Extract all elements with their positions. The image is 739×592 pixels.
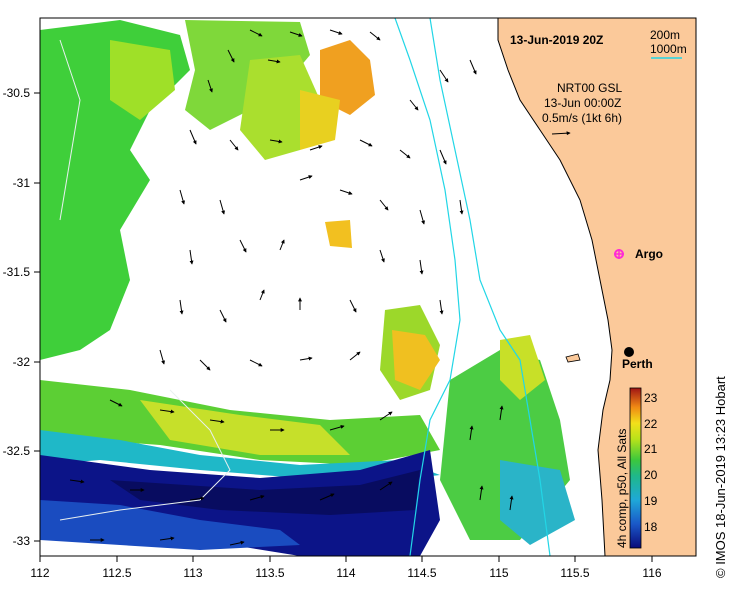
y-tick-label: -32: [13, 355, 31, 369]
colorbar-tick: 22: [644, 417, 658, 431]
sst-patch-right-yellow: [392, 330, 440, 390]
colorbar-tick: 23: [644, 391, 658, 405]
map-plot-area: Argo Perth 13-Jun-2019 20Z 200m 1000m NR…: [40, 18, 696, 556]
map-title: 13-Jun-2019 20Z: [510, 33, 603, 47]
rottnest-island: [565, 353, 581, 363]
x-tick-label: 113: [183, 566, 202, 580]
credit-text: © IMOS 18-Jun-2019 13:23 Hobart: [713, 376, 728, 578]
sst-patch-nw-yellow: [110, 40, 175, 120]
perth-label: Perth: [622, 357, 653, 371]
y-tick-label: -33: [13, 534, 31, 548]
sst-band-cyan: [40, 430, 440, 480]
x-tick-label: 115.5: [560, 566, 589, 580]
sst-patch-orange: [320, 40, 375, 115]
x-tick-label: 114: [336, 566, 355, 580]
argo-marker: [614, 249, 624, 259]
model-time: 13-Jun 00:00Z: [544, 96, 621, 110]
land-western-australia: [498, 18, 696, 556]
colorbar-tick: 21: [644, 442, 658, 456]
x-tick-label: 114.5: [407, 566, 436, 580]
y-tick-label: -31.5: [3, 265, 31, 279]
x-tick-label: 116: [642, 566, 661, 580]
arrow-scale-label: 0.5m/s (1kt 6h): [542, 111, 622, 125]
current-arrows: [69, 29, 514, 546]
isobath-200m: [429, 18, 551, 556]
model-label: NRT00 GSL: [557, 81, 622, 95]
colorbar-label: 4h comp, p50, All Sats: [615, 429, 629, 548]
perth-marker: [624, 347, 634, 357]
argo-label: Argo: [635, 247, 663, 261]
y-axis: -30.5 -31 -31.5 -32 -32.5 -33: [3, 86, 40, 548]
x-tick-label: 113.5: [255, 566, 284, 580]
arrow-scale-arrow: [551, 131, 571, 136]
x-axis: 112 112.5 113 113.5 114 114.5 115 115.5 …: [30, 556, 662, 580]
isobath-1000-label: 1000m: [650, 42, 687, 56]
x-tick-label: 112: [30, 566, 49, 580]
x-tick-label: 112.5: [102, 566, 131, 580]
colorbar: 23 22 21 20 19 18 4h comp, p50, All Sats: [615, 387, 658, 549]
y-tick-label: -32.5: [3, 444, 31, 458]
colorbar-tick: 19: [644, 494, 658, 508]
sst-patch-yellow-n: [300, 90, 340, 150]
isobath-1000m: [394, 18, 461, 556]
sst-patch-n-center: [185, 20, 310, 130]
y-tick-label: -30.5: [3, 86, 31, 100]
colorbar-tick: 20: [644, 468, 658, 482]
sst-band-yellow: [140, 400, 350, 455]
isobath-200-label: 200m: [650, 28, 680, 42]
plot-frame: [39, 17, 697, 557]
y-tick-label: -31: [13, 176, 31, 190]
coastline: [497, 18, 613, 556]
colorbar-tick: 18: [644, 520, 658, 534]
sst-east-yellow: [500, 335, 545, 400]
isobath-offshore: [59, 39, 231, 521]
sst-patch-small: [325, 220, 352, 248]
sst-cold-deep: [110, 470, 420, 515]
x-tick-label: 115: [489, 566, 508, 580]
sst-east-cyan: [500, 460, 575, 545]
colorbar-ramp: [629, 387, 642, 549]
